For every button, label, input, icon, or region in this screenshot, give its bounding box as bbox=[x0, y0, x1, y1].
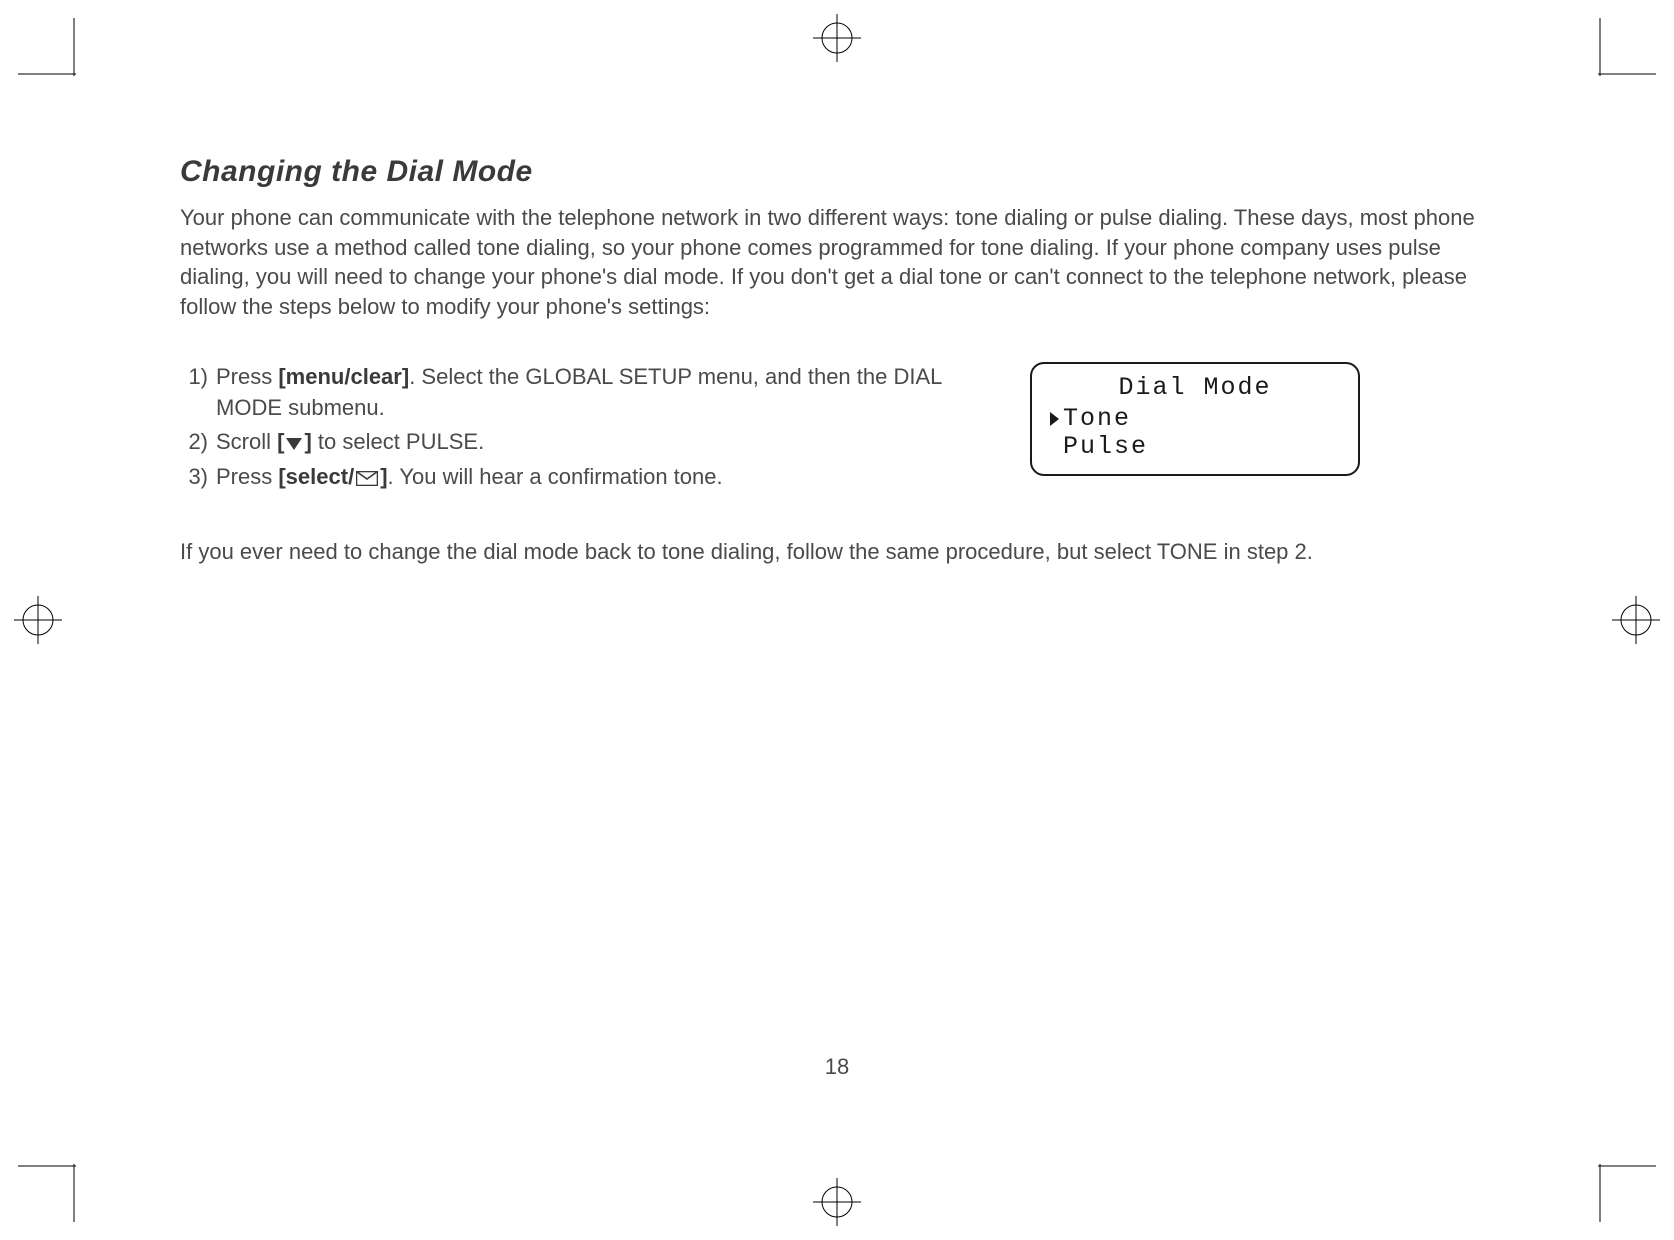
lcd-option-label: Tone bbox=[1063, 405, 1131, 434]
section-heading: Changing the Dial Mode bbox=[180, 155, 1490, 189]
step-text: Press [menu/clear]. Select the GLOBAL SE… bbox=[216, 362, 980, 424]
reg-mark-bottom bbox=[813, 1178, 861, 1226]
step-2: 2) Scroll [] to select PULSE. bbox=[180, 427, 980, 458]
step-text: Press [select/]. You will hear a confirm… bbox=[216, 462, 980, 493]
crop-mark-top-left bbox=[0, 0, 140, 140]
lcd-title: Dial Mode bbox=[1050, 374, 1340, 403]
lcd-option-tone: Tone bbox=[1050, 405, 1340, 434]
crop-mark-bottom-right bbox=[1534, 1100, 1674, 1240]
step-number: 2) bbox=[180, 427, 216, 458]
reg-mark-left bbox=[14, 596, 62, 644]
key-select: [select/] bbox=[278, 464, 387, 489]
step-text: Scroll [] to select PULSE. bbox=[216, 427, 980, 458]
step-number: 3) bbox=[180, 462, 216, 493]
crop-mark-top-right bbox=[1534, 0, 1674, 140]
step-1: 1) Press [menu/clear]. Select the GLOBAL… bbox=[180, 362, 980, 424]
steps-list: 1) Press [menu/clear]. Select the GLOBAL… bbox=[180, 362, 980, 497]
reg-mark-top bbox=[813, 14, 861, 62]
reg-mark-right bbox=[1612, 596, 1660, 644]
lcd-option-label: Pulse bbox=[1063, 433, 1148, 462]
key-down: [] bbox=[277, 429, 312, 454]
envelope-icon bbox=[356, 471, 378, 486]
crop-mark-bottom-left bbox=[0, 1100, 140, 1240]
intro-paragraph: Your phone can communicate with the tele… bbox=[180, 203, 1490, 322]
step-number: 1) bbox=[180, 362, 216, 424]
cursor-icon bbox=[1050, 412, 1059, 426]
steps-row: 1) Press [menu/clear]. Select the GLOBAL… bbox=[180, 362, 1490, 497]
step-3: 3) Press [select/]. You will hear a conf… bbox=[180, 462, 980, 493]
outro-paragraph: If you ever need to change the dial mode… bbox=[180, 537, 1490, 567]
lcd-option-pulse: Pulse bbox=[1050, 433, 1340, 462]
key-menu-clear: [menu/clear] bbox=[278, 364, 409, 389]
lcd-display: Dial Mode Tone Pulse bbox=[1030, 362, 1360, 476]
page-number: 18 bbox=[0, 1054, 1674, 1080]
down-triangle-icon bbox=[286, 438, 302, 450]
page-content: Changing the Dial Mode Your phone can co… bbox=[180, 155, 1490, 567]
